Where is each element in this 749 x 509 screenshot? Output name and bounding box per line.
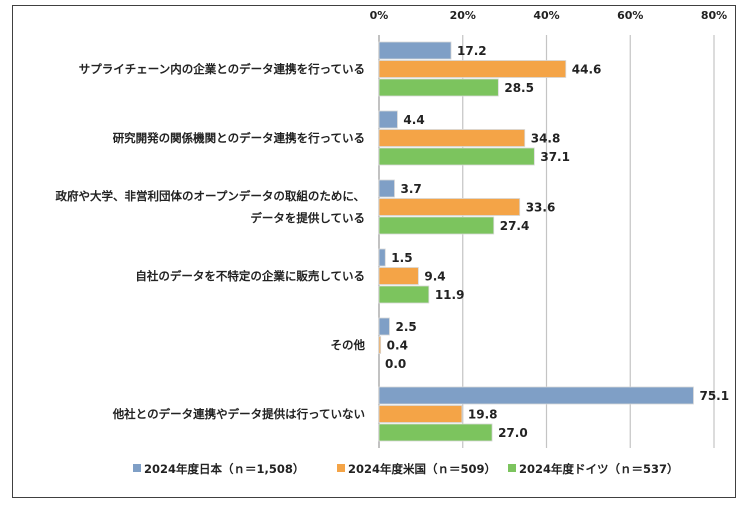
bar-2 [378, 129, 526, 147]
data-label: 17.2 [457, 44, 487, 58]
legend-swatch [337, 464, 345, 472]
data-label: 27.0 [498, 426, 528, 440]
bar-1 [378, 386, 694, 405]
bar-1 [378, 110, 398, 129]
data-label: 33.6 [526, 201, 556, 215]
bar-1 [378, 248, 386, 267]
bar-2 [378, 336, 382, 354]
bar-3 [378, 216, 495, 235]
bar-1 [378, 317, 390, 336]
bar-3 [378, 423, 493, 442]
bar-2 [378, 267, 419, 285]
category-label: その他 [331, 338, 366, 352]
data-label: 34.8 [531, 132, 561, 146]
legend-swatch [133, 464, 141, 472]
chart-frame [12, 5, 736, 498]
data-label: 2.5 [395, 320, 416, 334]
category-label: 研究開発の関係機関とのデータ連携を行っている [113, 131, 365, 145]
x-tick-label: 60% [617, 9, 643, 22]
legend-swatch [508, 464, 516, 472]
category-label: データを提供している [250, 211, 365, 225]
data-label: 1.5 [391, 251, 412, 265]
bar-2 [378, 405, 463, 423]
data-label: 44.6 [572, 63, 602, 77]
x-tick-label: 80% [701, 9, 727, 22]
bar-3 [378, 147, 535, 166]
data-label: 19.8 [468, 408, 498, 422]
data-label: 11.9 [435, 288, 465, 302]
bar-1 [378, 41, 452, 60]
data-label: 28.5 [504, 81, 534, 95]
data-label: 3.7 [400, 182, 421, 196]
bar-3 [378, 78, 499, 97]
data-label: 4.4 [403, 113, 424, 127]
legend-label: 2024年度米国（ｎ＝509） [348, 462, 496, 476]
category-label: 他社とのデータ連携やデータ提供は行っていない [112, 407, 365, 421]
data-label: 75.1 [699, 389, 729, 403]
x-tick-label: 40% [533, 9, 559, 22]
bar-2 [378, 198, 521, 216]
category-label: サプライチェーン内の企業とのデータ連携を行っている [79, 62, 365, 76]
bar-1 [378, 179, 395, 198]
data-label: 0.0 [385, 357, 406, 371]
data-label: 37.1 [540, 150, 570, 164]
legend-label: 2024年度ドイツ（ｎ＝537） [519, 462, 679, 476]
data-label: 9.4 [424, 270, 445, 284]
category-label: 自社のデータを不特定の企業に販売している [135, 269, 365, 283]
x-tick-label: 0% [370, 9, 389, 22]
bar-3 [378, 285, 430, 304]
data-label: 27.4 [500, 219, 530, 233]
bar-2 [378, 60, 567, 78]
legend-label: 2024年度日本（ｎ＝1,508） [144, 462, 304, 476]
data-label: 0.4 [387, 339, 408, 353]
category-label: 政府や大学、非営利団体のオープンデータの取組のために、 [56, 189, 365, 203]
x-tick-label: 20% [450, 9, 476, 22]
